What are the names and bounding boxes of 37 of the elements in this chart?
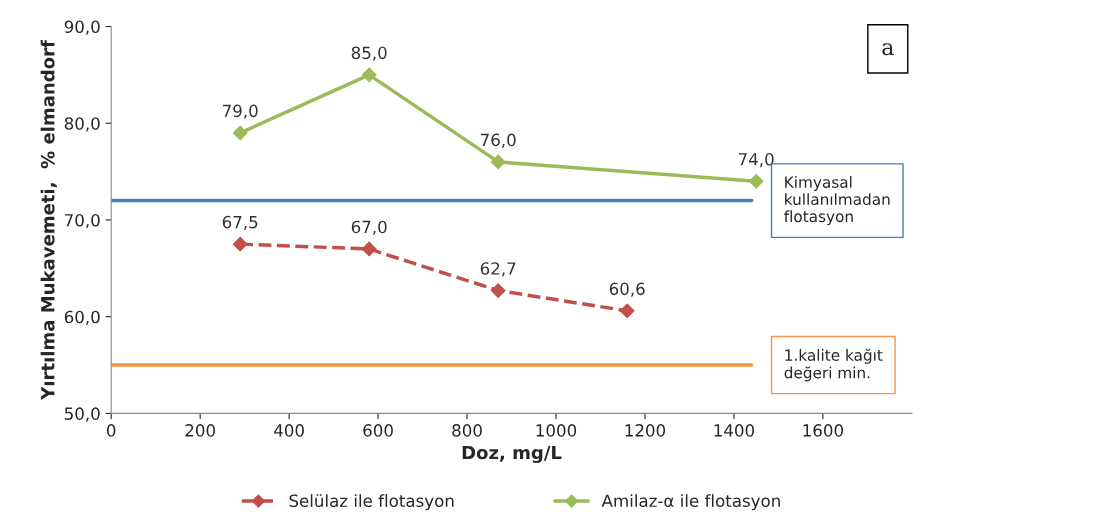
y-axis-title: Yırtılma Mukavemeti, % elmandorf (40, 40, 57, 400)
x-tick-label: 1200 (625, 424, 666, 437)
legend-label: Amilaz-α ile flotasyon (601, 494, 780, 511)
data-label: 79,0 (223, 104, 258, 119)
y-tick-label: 90,0 (64, 20, 100, 35)
y-tick-label: 80,0 (64, 117, 100, 132)
x-tick-label: 600 (363, 424, 393, 437)
point (361, 241, 377, 257)
y-tick-label: 60,0 (64, 310, 100, 325)
x-tick-label: 0 (107, 424, 116, 437)
data-label: 74,0 (738, 152, 774, 168)
data-label: 60,6 (609, 282, 645, 297)
point (490, 154, 506, 170)
ref-line-label: 1.kalite kağıt değeri min. (784, 348, 883, 382)
data-label: 85,0 (351, 46, 387, 61)
data-label: 76,0 (480, 133, 516, 148)
x-axis-title: Doz, mg/L (462, 445, 562, 463)
x-tick-label: 400 (274, 424, 304, 437)
point (490, 283, 506, 298)
data-label: 62,7 (480, 262, 516, 277)
point (361, 67, 377, 83)
ref-line-label: Kimyasal kullanılmadan flotasyon (784, 176, 890, 226)
point (232, 236, 248, 252)
x-tick-label: 800 (452, 424, 482, 437)
y-tick-label: 50,0 (64, 407, 100, 422)
x-tick-label: 1600 (803, 424, 843, 437)
x-tick-label: 200 (185, 424, 215, 437)
annotation: a (882, 43, 894, 56)
point (748, 173, 764, 189)
data-label: 67,5 (222, 215, 258, 231)
legend-label: Selülaz ile flotasyon (289, 494, 454, 511)
y-tick-label: 70,0 (65, 213, 100, 229)
point (619, 303, 635, 319)
x-tick-label: 1000 (536, 424, 577, 437)
data-label: 67,0 (351, 220, 387, 235)
x-tick-label: 1400 (714, 424, 755, 437)
point (232, 125, 248, 141)
